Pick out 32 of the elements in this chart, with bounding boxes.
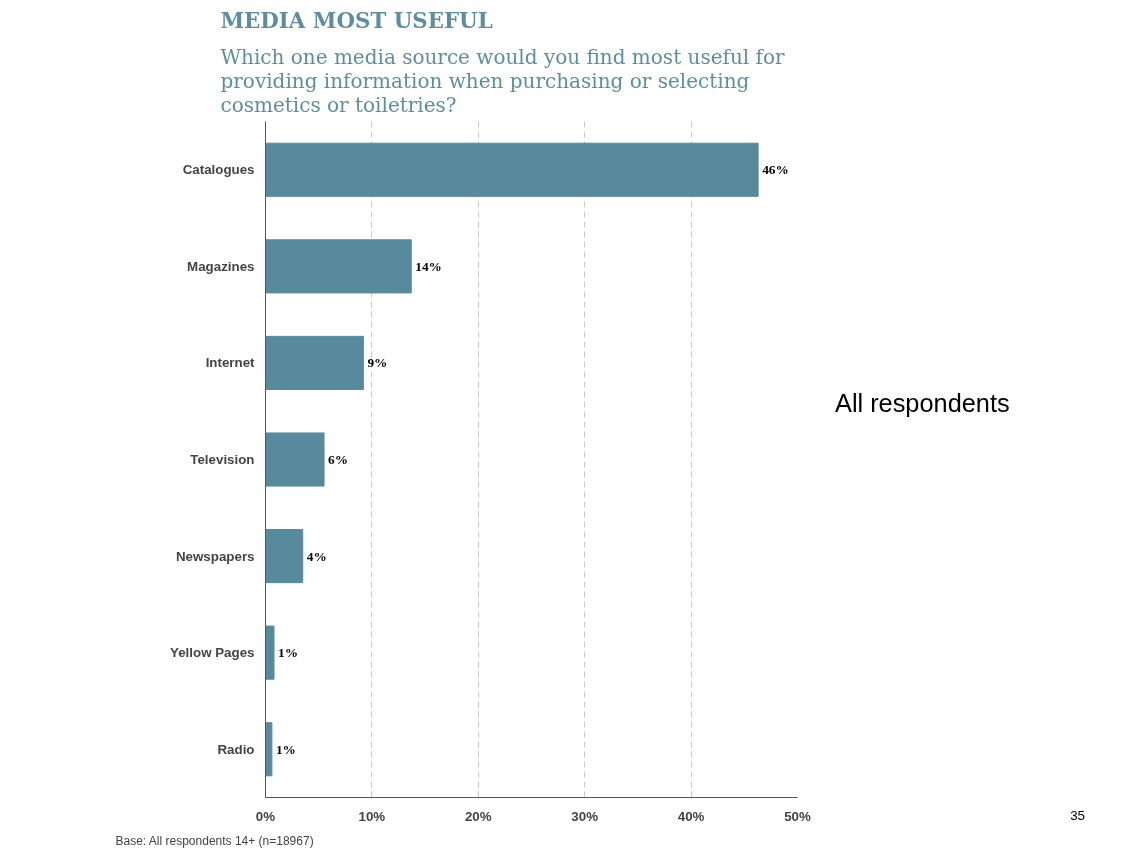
x-tick-label: 30% xyxy=(571,808,599,824)
y-tick-label: Radio xyxy=(217,741,255,757)
y-tick-label: Newspapers xyxy=(175,548,255,564)
data-label: 14% xyxy=(415,258,442,274)
bar xyxy=(265,432,325,487)
x-tick-label: 40% xyxy=(677,808,705,824)
x-tick-label: 50% xyxy=(784,808,811,824)
bar xyxy=(265,335,364,390)
y-tick-label: Television xyxy=(190,452,255,467)
y-tick-label: Internet xyxy=(205,355,256,371)
bar xyxy=(265,625,275,680)
bar xyxy=(265,722,273,777)
bar xyxy=(265,239,412,294)
text: 35 xyxy=(1070,807,1085,826)
y-tick-label: Magazines xyxy=(187,258,255,274)
x-tick-label: 20% xyxy=(464,808,492,824)
text: Base: All respondents 14+ (n=18967) xyxy=(115,833,314,848)
data-label: 9% xyxy=(367,355,388,371)
data-label: 1% xyxy=(275,741,296,757)
x-tick-label: 0% xyxy=(255,808,276,824)
text: All respondents xyxy=(835,388,1010,419)
data-label: 46% xyxy=(762,162,789,178)
data-label: 1% xyxy=(278,645,299,661)
data-label: 6% xyxy=(328,452,349,467)
chart-subtitle: Which one media source would you find most useful for providing information when purchasing or selecting cosmetics or toiletries? xyxy=(220,44,785,117)
data-label: 4% xyxy=(306,548,327,564)
chart-title: MEDIA MOST USEFUL xyxy=(220,7,493,33)
x-tick-label: 10% xyxy=(358,808,386,824)
bar xyxy=(265,529,304,584)
bar xyxy=(265,142,759,197)
y-tick-label: Yellow Pages xyxy=(170,645,255,661)
y-tick-label: Catalogues xyxy=(182,162,255,178)
